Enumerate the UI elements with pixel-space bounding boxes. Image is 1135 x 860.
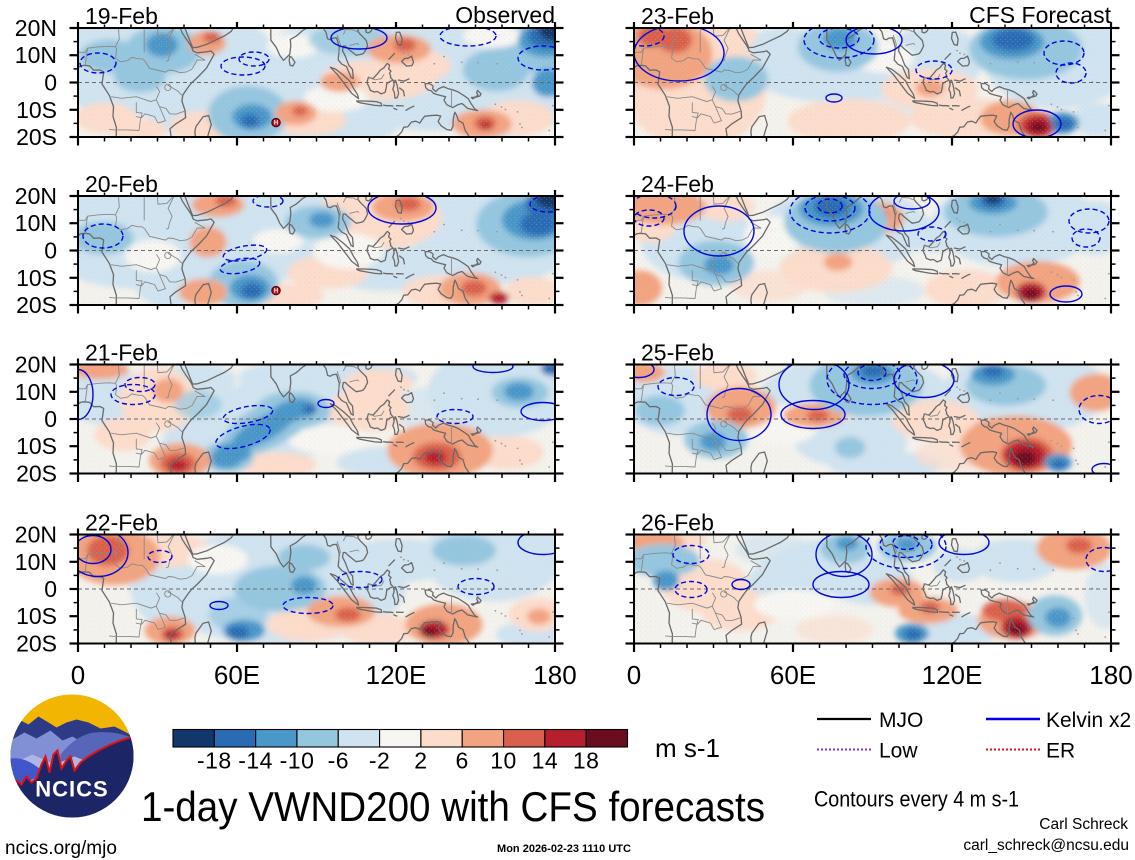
svg-text:H: H <box>274 121 278 127</box>
svg-text:10N: 10N <box>15 210 57 236</box>
svg-text:2: 2 <box>414 748 427 774</box>
svg-text:1-day VWND200 with CFS forecas: 1-day VWND200 with CFS forecasts <box>141 783 765 830</box>
svg-text:60E: 60E <box>770 660 816 690</box>
svg-text:-2: -2 <box>369 748 390 774</box>
svg-text:-10: -10 <box>280 748 315 774</box>
svg-text:0: 0 <box>44 70 57 96</box>
svg-text:18: 18 <box>573 748 600 774</box>
svg-text:ER: ER <box>1046 740 1075 763</box>
svg-text:19-Feb: 19-Feb <box>85 3 158 29</box>
svg-text:180: 180 <box>533 660 576 690</box>
svg-text:6: 6 <box>456 748 469 774</box>
svg-text:-14: -14 <box>238 748 273 774</box>
svg-text:20S: 20S <box>16 124 57 150</box>
svg-text:0: 0 <box>44 238 57 264</box>
svg-text:MJO: MJO <box>879 709 923 732</box>
svg-text:20S: 20S <box>16 631 57 657</box>
svg-text:10S: 10S <box>16 265 57 291</box>
svg-text:25-Feb: 25-Feb <box>641 340 714 366</box>
svg-text:21-Feb: 21-Feb <box>85 340 158 366</box>
svg-text:22-Feb: 22-Feb <box>85 510 158 536</box>
svg-text:H: H <box>274 289 278 295</box>
svg-text:0: 0 <box>71 660 85 690</box>
svg-text:-18: -18 <box>197 748 232 774</box>
svg-text:20N: 20N <box>15 352 57 378</box>
svg-text:120E: 120E <box>922 660 983 690</box>
svg-text:120E: 120E <box>366 660 427 690</box>
svg-text:20S: 20S <box>16 461 57 487</box>
svg-text:180: 180 <box>1089 660 1132 690</box>
svg-text:0: 0 <box>627 660 641 690</box>
svg-text:23-Feb: 23-Feb <box>641 3 714 29</box>
svg-text:carl_schreck@ncsu.edu: carl_schreck@ncsu.edu <box>963 837 1129 854</box>
svg-text:0: 0 <box>44 406 57 432</box>
svg-text:20S: 20S <box>16 292 57 318</box>
svg-text:60E: 60E <box>214 660 260 690</box>
svg-text:10N: 10N <box>15 42 57 68</box>
svg-text:NCICS: NCICS <box>35 777 108 802</box>
svg-text:Observed: Observed <box>455 2 555 28</box>
svg-text:Low: Low <box>879 740 918 763</box>
svg-text:26-Feb: 26-Feb <box>641 510 714 536</box>
svg-text:m s-1: m s-1 <box>655 733 720 763</box>
svg-text:ncics.org/mjo: ncics.org/mjo <box>5 838 117 859</box>
svg-text:10S: 10S <box>16 603 57 629</box>
svg-text:10N: 10N <box>15 549 57 575</box>
svg-text:10: 10 <box>490 748 517 774</box>
svg-text:0: 0 <box>44 576 57 602</box>
svg-text:10S: 10S <box>16 97 57 123</box>
svg-text:20N: 20N <box>15 15 57 41</box>
svg-text:-6: -6 <box>328 748 349 774</box>
svg-text:10S: 10S <box>16 433 57 459</box>
svg-text:Kelvin x2: Kelvin x2 <box>1046 709 1131 732</box>
svg-text:Contours every 4 m s-1: Contours every 4 m s-1 <box>814 787 1019 812</box>
svg-text:10N: 10N <box>15 379 57 405</box>
svg-text:Carl Schreck: Carl Schreck <box>1039 816 1128 833</box>
svg-text:Mon 2026-02-23 1110 UTC: Mon 2026-02-23 1110 UTC <box>497 843 631 855</box>
svg-text:14: 14 <box>532 748 559 774</box>
svg-text:20N: 20N <box>15 183 57 209</box>
svg-text:24-Feb: 24-Feb <box>641 171 714 197</box>
svg-text:20-Feb: 20-Feb <box>85 171 158 197</box>
svg-text:20N: 20N <box>15 522 57 548</box>
svg-text:CFS Forecast: CFS Forecast <box>969 2 1111 28</box>
